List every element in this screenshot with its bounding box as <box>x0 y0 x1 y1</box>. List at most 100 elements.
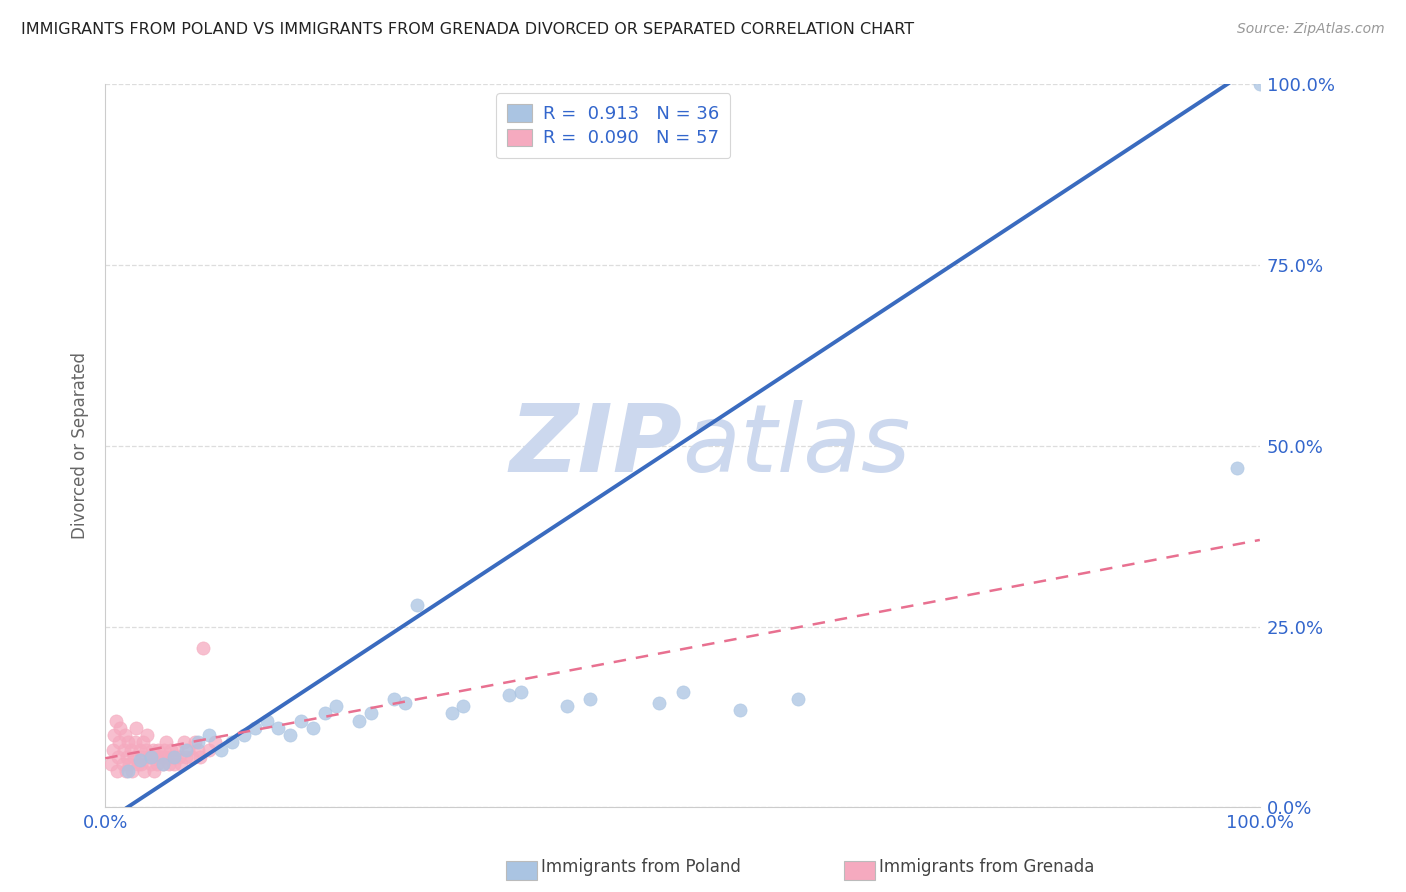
Point <box>155 735 177 749</box>
Point <box>100 757 122 772</box>
Point <box>104 714 127 728</box>
Text: atlas: atlas <box>682 401 911 491</box>
Point <box>111 757 134 772</box>
Point <box>112 742 135 756</box>
Point <box>170 757 193 772</box>
Point <box>110 721 132 735</box>
Point <box>1249 78 1271 92</box>
Point <box>406 598 429 612</box>
Legend: R =  0.913   N = 36, R =  0.090   N = 57: R = 0.913 N = 36, R = 0.090 N = 57 <box>496 94 730 158</box>
Point <box>209 742 232 756</box>
Point <box>103 742 125 756</box>
Point <box>120 742 142 756</box>
Point <box>193 641 215 656</box>
Point <box>174 742 197 756</box>
Point <box>180 749 202 764</box>
Text: Immigrants from Poland: Immigrants from Poland <box>541 858 741 876</box>
Point <box>198 742 221 756</box>
Point <box>187 742 209 756</box>
Point <box>148 742 170 756</box>
Point <box>579 692 602 706</box>
Point <box>121 764 143 779</box>
Point <box>204 735 226 749</box>
Text: ZIP: ZIP <box>509 400 682 492</box>
Point <box>256 714 278 728</box>
Point <box>728 703 751 717</box>
Point <box>163 757 186 772</box>
Point <box>184 735 207 749</box>
Point <box>141 757 163 772</box>
Point <box>128 754 150 768</box>
Point <box>138 749 160 764</box>
Point <box>107 749 129 764</box>
Point <box>142 764 165 779</box>
Point <box>187 735 209 749</box>
Point <box>143 749 166 764</box>
Point <box>128 742 150 756</box>
Text: Immigrants from Grenada: Immigrants from Grenada <box>879 858 1094 876</box>
Point <box>302 721 325 735</box>
Point <box>125 721 148 735</box>
Point <box>146 757 169 772</box>
Point <box>787 692 810 706</box>
Point <box>153 742 176 756</box>
Point <box>122 749 145 764</box>
Point <box>115 764 138 779</box>
Text: IMMIGRANTS FROM POLAND VS IMMIGRANTS FROM GRENADA DIVORCED OR SEPARATED CORRELAT: IMMIGRANTS FROM POLAND VS IMMIGRANTS FRO… <box>21 22 914 37</box>
Point <box>134 764 156 779</box>
Point <box>382 692 405 706</box>
Point <box>157 757 180 772</box>
Point <box>314 706 336 721</box>
Point <box>163 749 186 764</box>
Point <box>105 764 128 779</box>
Point <box>152 757 174 772</box>
Point <box>198 728 221 742</box>
Point <box>509 685 531 699</box>
Point <box>498 689 520 703</box>
Point <box>671 685 693 699</box>
Point <box>167 749 190 764</box>
Point <box>232 728 254 742</box>
Point <box>108 735 131 749</box>
Point <box>132 735 155 749</box>
Point <box>360 706 382 721</box>
Point <box>155 749 177 764</box>
Point <box>440 706 463 721</box>
Point <box>114 728 136 742</box>
Point <box>188 749 211 764</box>
Point <box>103 728 125 742</box>
Point <box>555 699 578 714</box>
Point <box>451 699 474 714</box>
Point <box>347 714 370 728</box>
Point <box>173 735 195 749</box>
Point <box>221 735 243 749</box>
Point <box>290 714 312 728</box>
Point <box>141 749 163 764</box>
Point <box>117 735 139 749</box>
Text: Source: ZipAtlas.com: Source: ZipAtlas.com <box>1237 22 1385 37</box>
Point <box>129 757 152 772</box>
Point <box>115 749 138 764</box>
Point <box>149 749 172 764</box>
Point <box>174 749 197 764</box>
Point <box>131 749 153 764</box>
Point <box>117 764 139 779</box>
Point <box>124 735 146 749</box>
Point <box>141 742 163 756</box>
Point <box>118 757 141 772</box>
Point <box>152 757 174 772</box>
Point <box>160 749 183 764</box>
Point <box>160 742 183 756</box>
Point <box>648 696 671 710</box>
Point <box>394 696 416 710</box>
Point <box>325 699 347 714</box>
Point <box>1226 460 1249 475</box>
Point <box>278 728 301 742</box>
Point <box>135 742 157 756</box>
Point <box>245 721 267 735</box>
Point <box>127 757 149 772</box>
Point <box>177 742 200 756</box>
Point <box>135 728 157 742</box>
Point <box>166 742 188 756</box>
Y-axis label: Divorced or Separated: Divorced or Separated <box>72 352 89 540</box>
